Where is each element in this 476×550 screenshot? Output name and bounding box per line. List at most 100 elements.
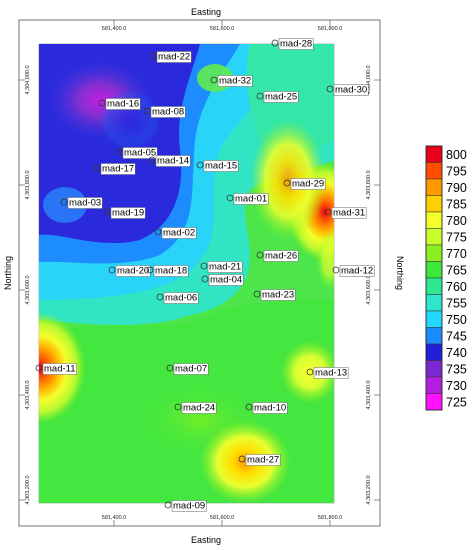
well-label: mad-28 xyxy=(280,39,312,50)
well-mad-18: mad-18 xyxy=(146,265,189,277)
well-marker xyxy=(156,293,164,301)
legend-label: 745 xyxy=(446,329,467,343)
well-marker xyxy=(326,85,334,93)
well-marker xyxy=(306,368,314,376)
legend-swatch xyxy=(425,376,443,394)
well-label-box xyxy=(67,197,103,209)
well-label: mad-27 xyxy=(247,455,279,466)
legend-label: 740 xyxy=(446,346,467,360)
legend-label: 790 xyxy=(446,181,467,195)
well-label: mad-10 xyxy=(254,403,286,414)
well-label: mad-03 xyxy=(69,198,101,209)
y-tick-left: 4,303,400.0 xyxy=(25,380,31,409)
wells-layer: mad-28 mad-22 mad-32 mad-30 mad-25 mad-16 mad-… xyxy=(35,38,375,512)
well-label: mad-08 xyxy=(152,107,184,118)
well-label-box xyxy=(171,500,207,512)
legend-swatch xyxy=(425,228,443,246)
well-label: mad-32 xyxy=(219,76,251,87)
well-label: mad-15 xyxy=(205,161,237,172)
well-label: mad-24 xyxy=(183,403,215,414)
well-label: mad-09 xyxy=(173,501,205,512)
legend-swatch xyxy=(425,277,443,295)
well-label: mad-20 xyxy=(117,266,149,277)
well-mad-13: mad-13 xyxy=(306,367,349,379)
well-label: mad-19 xyxy=(112,208,144,219)
legend-swatch xyxy=(425,211,443,229)
well-mad-12: mad-12 xyxy=(332,265,375,277)
well-label-box xyxy=(290,178,326,190)
well-label-box xyxy=(333,84,369,96)
well-mad-23: mad-23 xyxy=(253,289,296,301)
well-marker xyxy=(98,99,106,107)
well-label-box xyxy=(161,227,197,239)
y-tick-right: 4,303,800.0 xyxy=(366,170,372,199)
well-label-box xyxy=(100,163,136,175)
well-label-box xyxy=(207,261,243,273)
well-label-box xyxy=(110,207,146,219)
well-label-box xyxy=(278,38,314,50)
well-label: mad-17 xyxy=(102,164,134,175)
well-label-box xyxy=(163,292,199,304)
well-mad-28: mad-28 xyxy=(271,38,314,50)
x-tick-bottom: 581,600.0 xyxy=(210,515,234,521)
well-marker xyxy=(226,194,234,202)
legend-swatch xyxy=(425,195,443,213)
well-marker xyxy=(143,107,151,115)
legend-label: 780 xyxy=(446,214,467,228)
well-mad-32: mad-32 xyxy=(210,75,253,87)
legend-label: 725 xyxy=(446,395,467,409)
legend-swatch xyxy=(425,162,443,180)
y-tick-right: 4,303,600.0 xyxy=(366,275,372,304)
legend-label: 800 xyxy=(446,148,467,162)
x-tick-bottom: 581,800.0 xyxy=(318,515,342,521)
legend-swatch xyxy=(425,178,443,196)
well-label-box xyxy=(150,106,186,118)
well-label-box xyxy=(105,98,141,110)
y-tick-left: 4,303,200.0 xyxy=(25,475,31,504)
well-marker xyxy=(238,455,246,463)
well-mad-06: mad-06 xyxy=(156,292,199,304)
legend-label: 735 xyxy=(446,362,467,376)
legend-swatch xyxy=(425,393,443,411)
legend-label: 770 xyxy=(446,247,467,261)
well-marker xyxy=(283,179,291,187)
well-label: mad-30 xyxy=(335,85,367,96)
legend-swatch xyxy=(425,327,443,345)
x-tick-top: 581,800.0 xyxy=(318,26,342,32)
y-tick-right: 4,304,000.0 xyxy=(366,65,372,94)
well-label: mad-29 xyxy=(292,179,324,190)
well-label-box xyxy=(313,367,349,379)
well-label: mad-21 xyxy=(209,262,241,273)
well-marker xyxy=(93,164,101,172)
well-mad-30: mad-30 xyxy=(326,84,369,96)
well-label: mad-07 xyxy=(175,364,207,375)
well-label-box xyxy=(203,160,239,172)
well-label: mad-26 xyxy=(265,251,297,262)
well-mad-22: mad-22 xyxy=(149,51,192,63)
well-label-box xyxy=(233,193,269,205)
well-marker xyxy=(201,275,209,283)
well-label: mad-02 xyxy=(163,228,195,239)
legend-label: 755 xyxy=(446,296,467,310)
well-mad-27: mad-27 xyxy=(238,454,281,466)
legend-swatch xyxy=(425,343,443,361)
legend-label: 775 xyxy=(446,230,467,244)
y-tick-left: 4,303,600.0 xyxy=(25,275,31,304)
well-mad-11: mad-11 xyxy=(35,363,77,375)
well-mad-26: mad-26 xyxy=(256,250,299,262)
well-mad-08: mad-08 xyxy=(143,106,186,118)
well-marker xyxy=(149,52,157,60)
well-marker xyxy=(271,39,279,47)
y-axis-title-right: Northing xyxy=(395,256,405,290)
well-mad-29: mad-29 xyxy=(283,178,326,190)
well-marker xyxy=(103,208,111,216)
well-marker xyxy=(256,92,264,100)
well-label: mad-13 xyxy=(315,368,347,379)
well-label: mad-18 xyxy=(155,266,187,277)
well-marker xyxy=(196,161,204,169)
well-label: mad-06 xyxy=(165,293,197,304)
well-label: mad-04 xyxy=(210,275,242,286)
legend-label: 730 xyxy=(446,379,467,393)
well-label-box xyxy=(208,274,244,286)
well-label: mad-01 xyxy=(235,194,267,205)
